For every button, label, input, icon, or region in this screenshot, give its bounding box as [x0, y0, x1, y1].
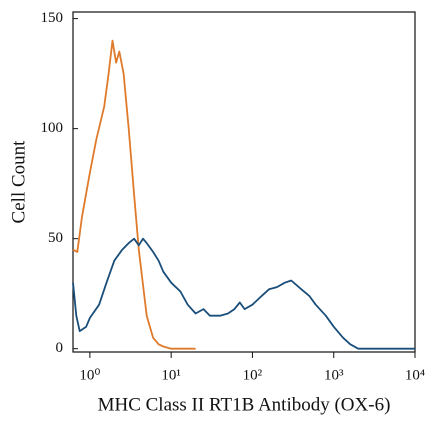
plot-frame	[72, 11, 416, 353]
x-tick-label: 10¹	[161, 367, 181, 383]
x-tick-label: 10²	[243, 367, 263, 383]
y-axis-label: Cell Count	[8, 140, 29, 224]
y-tick-label: 0	[56, 340, 64, 356]
x-tick-label: 10⁴	[405, 367, 425, 383]
histogram-line	[72, 39, 196, 350]
y-tick-label: 50	[48, 230, 63, 246]
histogram-line	[72, 237, 415, 350]
y-tick-label: 100	[41, 120, 64, 136]
x-axis-label: MHC Class II RT1B Antibody (OX-6)	[98, 394, 391, 415]
y-tick-label: 150	[41, 10, 64, 26]
x-tick-label: 10⁰	[79, 367, 100, 383]
x-tick-label: 10³	[324, 367, 344, 383]
